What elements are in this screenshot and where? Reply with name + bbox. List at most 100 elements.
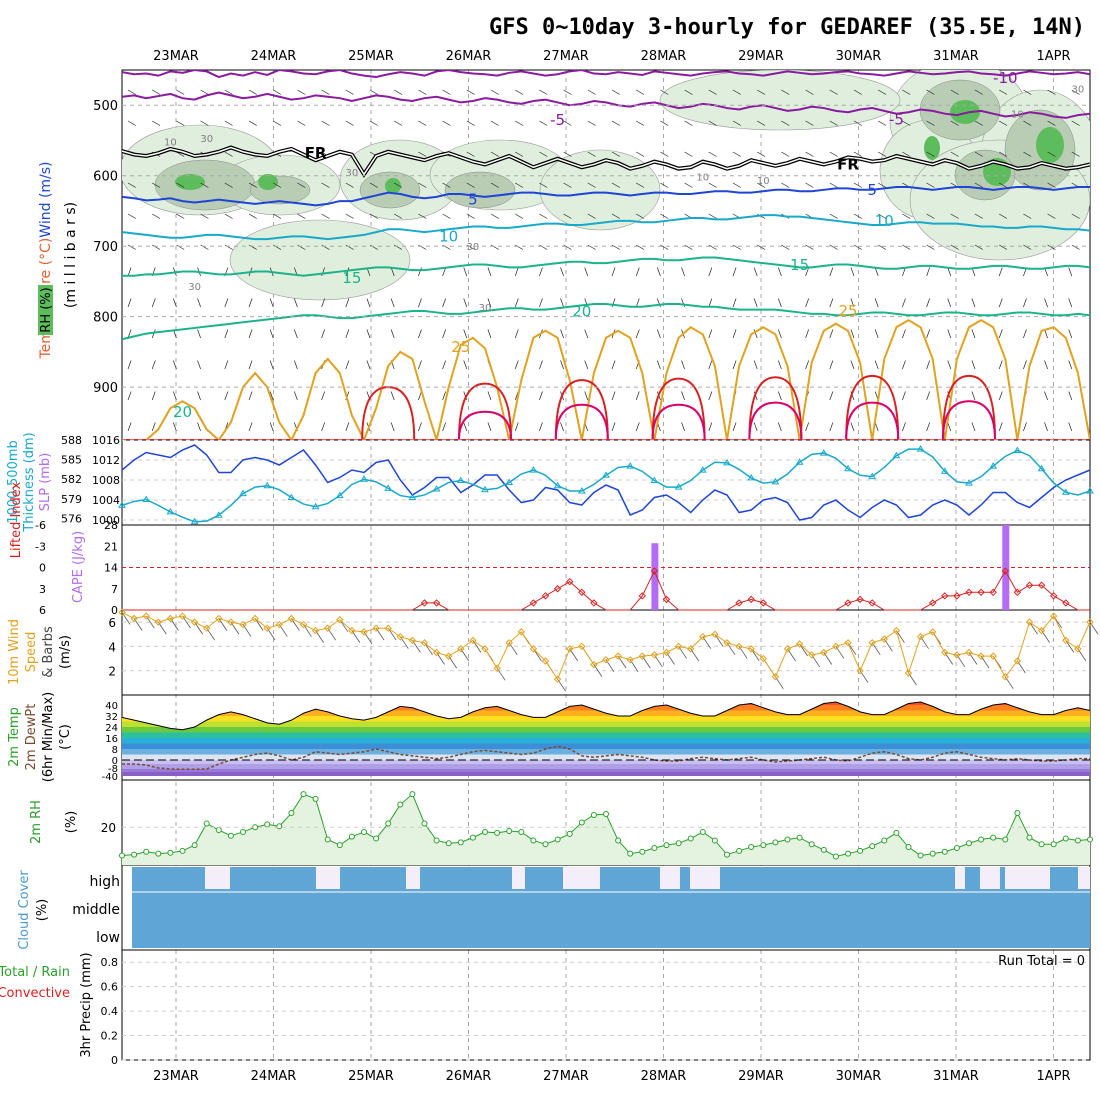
wind-barb	[805, 360, 810, 370]
rh-point	[131, 851, 138, 858]
wind-barb	[269, 422, 274, 432]
wind-barb	[394, 213, 403, 219]
thickness-point	[166, 507, 175, 515]
day-label-top: 1APR	[1036, 49, 1070, 64]
li-tick: 3	[39, 583, 46, 596]
wind-barb	[684, 120, 693, 126]
wind-barb	[829, 391, 834, 401]
wind-barb	[926, 267, 931, 277]
wind-barb	[757, 89, 766, 95]
wind-barb	[1047, 182, 1056, 188]
li-point	[638, 592, 647, 600]
day-label-bottom: 30MAR	[836, 1069, 882, 1084]
rh-point	[276, 823, 283, 830]
day-label-top: 27MAR	[543, 49, 589, 64]
rh-point	[941, 848, 948, 855]
wind-barb	[269, 391, 274, 401]
wind-barb	[660, 89, 669, 95]
wind-barb	[636, 213, 645, 219]
wind-barb	[947, 422, 952, 432]
cloud-gap	[1078, 867, 1090, 889]
wind-barb	[587, 182, 596, 188]
wind-barb	[297, 89, 306, 95]
series-Thickness	[121, 448, 1091, 523]
thickness-tick: 579	[61, 493, 82, 506]
temp-band	[122, 721, 1090, 727]
wind-barb	[273, 120, 282, 126]
wind-barb	[487, 391, 492, 401]
wind-barb	[656, 360, 661, 370]
wind-speed-point	[227, 618, 235, 626]
temp-band	[122, 764, 1090, 769]
cape-label: CAPE (J/kg)	[71, 531, 86, 603]
contour-label: 10	[164, 137, 177, 148]
thickness-point	[287, 493, 296, 501]
li-point	[420, 599, 429, 607]
wind-barb	[269, 329, 274, 339]
thickness-point	[190, 517, 199, 525]
rh-point	[373, 835, 380, 842]
wind-barb	[777, 298, 782, 308]
precip-tick: 0.6	[101, 981, 119, 994]
thickness-point	[674, 483, 683, 490]
wind-barb	[1023, 298, 1027, 308]
wind-barb	[708, 422, 713, 432]
wind-speed-point	[1013, 657, 1022, 665]
wind-barb	[1047, 244, 1056, 250]
rh-point	[784, 836, 791, 843]
li-tick: -3	[35, 540, 46, 553]
wind-barb	[514, 360, 519, 370]
wind-speed-point	[275, 620, 284, 629]
wind-barb	[293, 298, 298, 308]
rh-point	[820, 846, 827, 853]
temp-band	[122, 738, 1090, 744]
wind-barb	[587, 151, 596, 157]
day-label-bottom: 31MAR	[933, 1069, 979, 1084]
wind-barb	[850, 267, 855, 277]
rh-blob	[659, 70, 901, 131]
wind-barb	[805, 89, 814, 95]
rh-point	[711, 837, 718, 844]
wind-speed-point	[130, 614, 138, 623]
temp-tick: 24	[105, 723, 118, 734]
wind-barb	[418, 422, 422, 432]
wind-barb	[563, 151, 572, 157]
wind-barb	[656, 267, 661, 277]
wind-barb	[732, 120, 741, 126]
thickness-point	[335, 491, 344, 499]
wind-speed-point	[360, 628, 368, 636]
wind-speed-point	[384, 624, 392, 632]
wind-barb	[151, 360, 156, 370]
rh-point	[857, 847, 864, 854]
wind-barb	[127, 244, 136, 250]
temp-tick: -8	[108, 764, 118, 775]
wind-barb	[418, 244, 427, 250]
cloud-unit: (%)	[35, 899, 50, 922]
rh-tick: 20	[101, 821, 116, 835]
cloud-gap	[955, 867, 965, 889]
wind-speed-point	[711, 630, 719, 638]
day-label-bottom: 26MAR	[446, 1069, 492, 1084]
isotherm-10	[122, 214, 1090, 241]
wind-barb	[442, 244, 451, 250]
wind-tick: 4	[108, 640, 116, 654]
contour-label: 25	[451, 338, 470, 356]
wind-speed-point	[481, 645, 489, 653]
wind-barb	[757, 120, 766, 126]
wind-barb	[611, 244, 620, 250]
wind-barb	[442, 391, 447, 401]
rh-point	[615, 837, 622, 844]
contour-label: FR	[305, 144, 327, 162]
wind-barb	[539, 391, 543, 401]
rh-point	[845, 850, 851, 857]
freezing-line-inner	[122, 146, 1090, 176]
rh-blob-core	[175, 174, 205, 190]
rh-point	[917, 852, 924, 859]
wind-barb	[127, 267, 132, 277]
rh-point	[240, 828, 246, 835]
wind-barb	[172, 298, 177, 308]
wind-barb	[515, 244, 524, 250]
wind-barb	[947, 298, 952, 308]
wind-barb	[369, 120, 378, 126]
